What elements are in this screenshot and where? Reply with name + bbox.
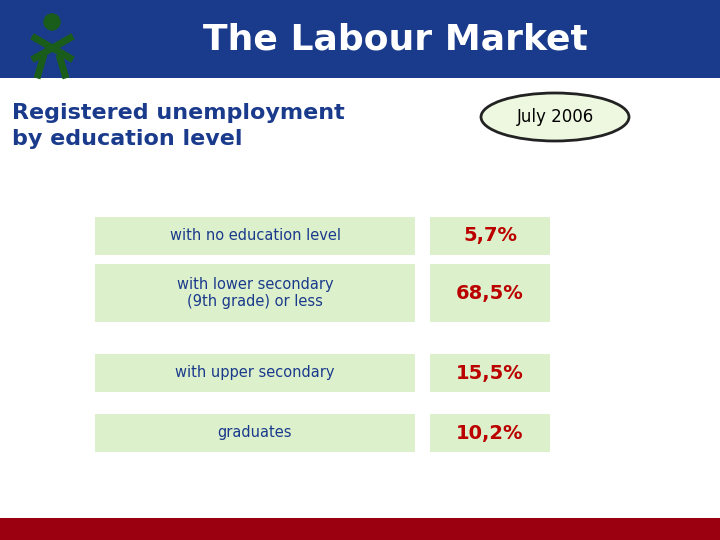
Circle shape <box>44 14 60 30</box>
FancyBboxPatch shape <box>95 414 415 452</box>
FancyBboxPatch shape <box>430 217 550 255</box>
Text: 68,5%: 68,5% <box>456 284 524 302</box>
FancyBboxPatch shape <box>430 414 550 452</box>
Ellipse shape <box>481 93 629 141</box>
Text: with lower secondary
(9th grade) or less: with lower secondary (9th grade) or less <box>176 277 333 309</box>
FancyBboxPatch shape <box>430 354 550 392</box>
Text: by education level: by education level <box>12 129 243 149</box>
FancyBboxPatch shape <box>0 81 720 516</box>
Text: with upper secondary: with upper secondary <box>175 366 335 381</box>
Text: The Labour Market: The Labour Market <box>202 22 588 56</box>
FancyBboxPatch shape <box>430 264 550 322</box>
FancyBboxPatch shape <box>0 0 720 78</box>
FancyBboxPatch shape <box>0 516 720 518</box>
FancyBboxPatch shape <box>95 264 415 322</box>
FancyBboxPatch shape <box>0 518 720 540</box>
Text: Registered unemployment: Registered unemployment <box>12 103 345 123</box>
Text: 15,5%: 15,5% <box>456 363 524 382</box>
Text: graduates: graduates <box>217 426 292 441</box>
FancyBboxPatch shape <box>95 354 415 392</box>
Text: 10,2%: 10,2% <box>456 423 523 442</box>
FancyBboxPatch shape <box>95 217 415 255</box>
Text: 5,7%: 5,7% <box>463 226 517 246</box>
Text: with no education level: with no education level <box>169 228 341 244</box>
Text: July 2006: July 2006 <box>516 108 593 126</box>
FancyBboxPatch shape <box>0 78 720 81</box>
